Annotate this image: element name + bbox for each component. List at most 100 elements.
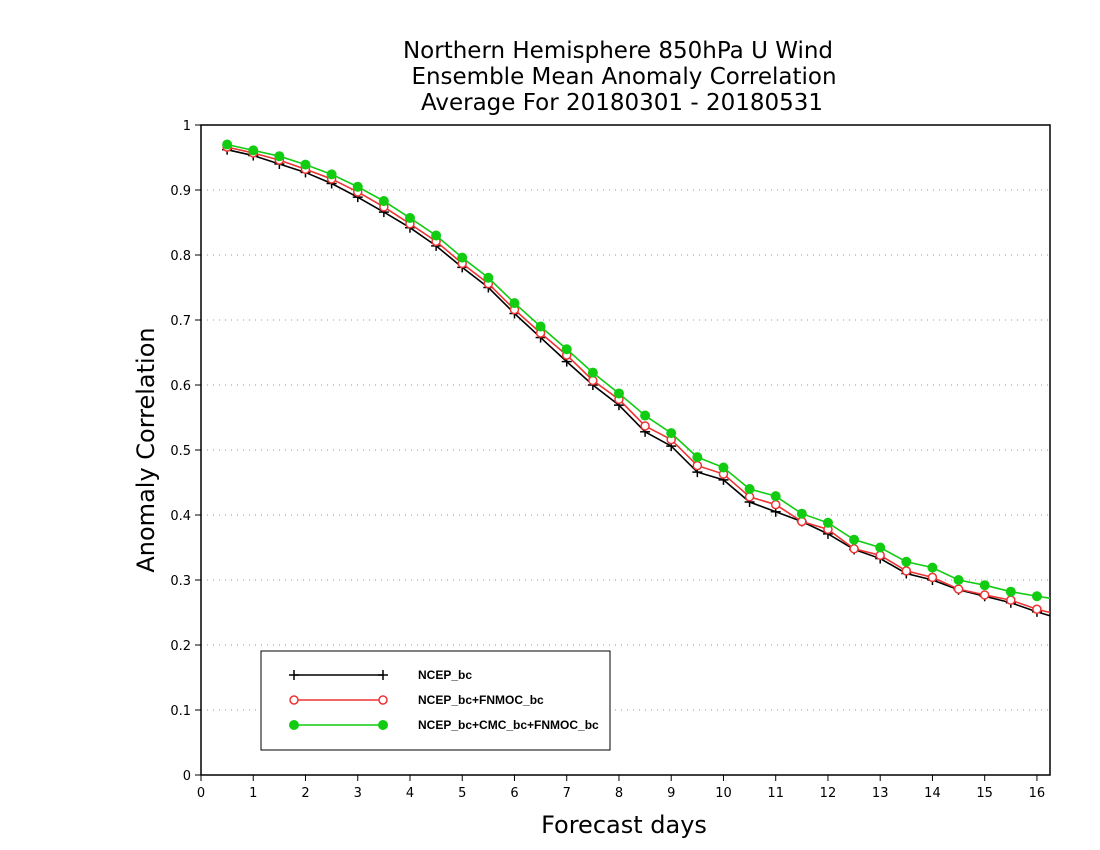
x-tick-label: 10	[715, 786, 732, 801]
legend-item: NCEP_bc+FNMOC_bc	[289, 693, 544, 707]
y-tick-label: 0.8	[170, 249, 191, 264]
x-axis-ticks: 0 1 2 3 4 5 6 7 8 9 10 11 12 13 14 15 16	[197, 775, 1045, 801]
data-point	[222, 139, 233, 150]
data-point	[770, 499, 781, 510]
y-tick-label: 0.2	[170, 639, 191, 654]
x-axis-label: Forecast days	[541, 811, 707, 839]
y-tick-label: 0.4	[170, 509, 191, 524]
legend-marker	[378, 695, 388, 705]
y-axis-label: Anomaly Correlation	[132, 327, 160, 572]
y-axis-ticks: 0 0.1 0.2 0.3 0.4 0.5 0.6 0.7 0.8 0.9 1	[170, 119, 201, 784]
legend-item: NCEP_bc+CMC_bc+FNMOC_bc	[289, 718, 599, 732]
legend-marker	[289, 720, 299, 730]
data-point	[248, 145, 259, 156]
data-point	[927, 572, 938, 583]
y-tick-label: 0.9	[170, 184, 191, 199]
x-tick-label: 12	[820, 786, 837, 801]
data-point	[692, 452, 703, 463]
data-point	[875, 542, 886, 553]
data-point	[692, 460, 703, 471]
data-point	[640, 421, 650, 431]
data-point	[979, 590, 990, 600]
y-tick-label: 0.7	[170, 314, 191, 329]
x-tick-label: 5	[458, 786, 466, 801]
title-line-3: Average For 20180301 - 20180531	[421, 90, 823, 116]
x-tick-label: 4	[406, 786, 414, 801]
x-tick-label: 0	[197, 786, 205, 801]
data-point	[640, 410, 651, 421]
data-point	[770, 491, 781, 502]
data-point	[535, 321, 546, 332]
data-point	[901, 556, 912, 567]
data-point	[901, 566, 912, 576]
data-point	[378, 196, 389, 207]
legend-label: NCEP_bc	[418, 668, 472, 682]
x-tick-label: 1	[249, 786, 257, 801]
legend-item: NCEP_bc	[289, 668, 472, 682]
data-point	[613, 388, 624, 399]
data-point	[483, 272, 494, 283]
series-line	[226, 148, 1051, 617]
data-point	[1005, 586, 1016, 597]
data-point	[1032, 604, 1042, 614]
x-tick-label: 7	[563, 786, 571, 801]
y-tick-label: 0.5	[170, 444, 191, 459]
data-point	[927, 562, 938, 573]
legend-marker	[378, 720, 388, 730]
legend-marker	[289, 695, 299, 705]
x-tick-label: 13	[872, 786, 889, 801]
data-point	[326, 169, 337, 180]
legend-label: NCEP_bc+CMC_bc+FNMOC_bc	[418, 718, 599, 732]
data-point	[666, 428, 677, 439]
series-1	[222, 144, 1051, 617]
data-point	[1006, 595, 1016, 605]
data-point	[404, 212, 415, 223]
x-tick-label: 15	[976, 786, 993, 801]
data-point	[587, 367, 598, 378]
x-tick-label: 8	[615, 786, 623, 801]
x-tick-label: 11	[767, 786, 784, 801]
legend-marker	[378, 670, 388, 680]
series-3	[222, 139, 1051, 602]
y-tick-label: 0	[183, 769, 191, 784]
data-point	[979, 580, 990, 591]
x-tick-label: 16	[1029, 786, 1046, 801]
data-point	[352, 181, 363, 192]
data-point	[849, 544, 859, 554]
data-point	[953, 575, 964, 585]
data-point	[822, 517, 833, 528]
legend: NCEP_bc NCEP_bc+FNMOC_bc NCEP_bc+CMC_bc+FN…	[260, 650, 611, 751]
data-point	[561, 344, 572, 355]
title-line-1: Northern Hemisphere 850hPa U Wind	[403, 38, 833, 64]
y-tick-label: 1	[183, 119, 191, 134]
x-tick-label: 3	[354, 786, 362, 801]
y-tick-label: 0.6	[170, 379, 191, 394]
data-point	[431, 230, 442, 241]
data-point	[300, 159, 311, 170]
series-line	[226, 146, 1051, 614]
data-point	[1031, 591, 1042, 602]
x-tick-label: 6	[510, 786, 518, 801]
x-tick-label: 9	[667, 786, 675, 801]
legend-label: NCEP_bc+FNMOC_bc	[418, 693, 544, 707]
data-point	[796, 508, 807, 519]
data-point	[953, 584, 964, 594]
grid-lines	[201, 189, 1050, 711]
series-line	[226, 143, 1051, 599]
data-point	[588, 375, 598, 386]
x-tick-label: 14	[924, 786, 941, 801]
legend-marker	[289, 670, 299, 680]
title-line-2: Ensemble Mean Anomaly Correlation	[411, 64, 836, 90]
series-lines	[222, 139, 1051, 617]
y-tick-label: 0.1	[170, 704, 191, 719]
data-point	[274, 151, 285, 162]
y-tick-label: 0.3	[170, 574, 191, 589]
chart-title: Northern Hemisphere 850hPa U Wind Ensemb…	[403, 38, 837, 116]
data-point	[744, 484, 755, 494]
data-point	[718, 462, 729, 473]
x-tick-label: 2	[301, 786, 309, 801]
series-2	[222, 142, 1051, 614]
data-point	[457, 252, 468, 263]
data-point	[509, 298, 520, 309]
